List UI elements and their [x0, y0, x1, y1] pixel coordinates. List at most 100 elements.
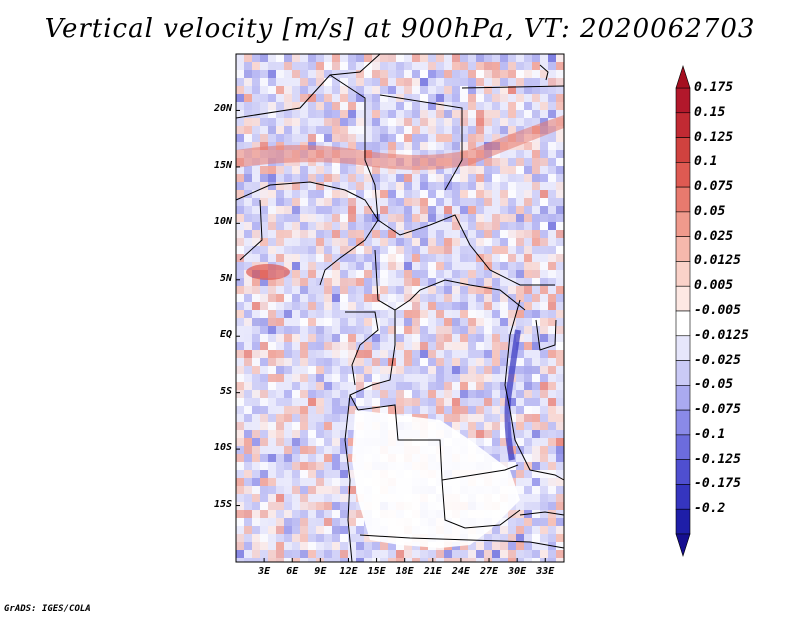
field-cell [420, 174, 428, 182]
field-cell [276, 382, 284, 390]
field-cell [332, 390, 340, 398]
field-cell [412, 110, 420, 118]
field-cell [556, 302, 564, 310]
field-cell [508, 126, 516, 134]
field-cell [548, 486, 556, 494]
field-cell [428, 366, 436, 374]
field-cell [388, 70, 396, 78]
field-cell [412, 294, 420, 302]
field-cell [324, 190, 332, 198]
field-cell [372, 126, 380, 134]
field-cell [252, 422, 260, 430]
field-cell [484, 214, 492, 222]
field-cell [372, 118, 380, 126]
field-cell [444, 190, 452, 198]
field-cell [508, 318, 516, 326]
field-cell [500, 342, 508, 350]
field-cell [260, 382, 268, 390]
field-cell [324, 102, 332, 110]
field-cell [340, 550, 348, 558]
field-cell [268, 318, 276, 326]
field-cell [300, 558, 308, 562]
field-cell [524, 230, 532, 238]
field-cell [324, 134, 332, 142]
field-cell [388, 190, 396, 198]
field-cell [260, 278, 268, 286]
field-cell [556, 454, 564, 462]
field-cell [252, 374, 260, 382]
field-cell [364, 534, 372, 542]
field-cell [308, 318, 316, 326]
field-cell [556, 478, 564, 486]
field-cell [556, 446, 564, 454]
field-cell [284, 462, 292, 470]
field-cell [500, 358, 508, 366]
field-cell [452, 262, 460, 270]
field-cell [356, 262, 364, 270]
field-cell [380, 246, 388, 254]
field-cell [500, 182, 508, 190]
field-cell [444, 174, 452, 182]
field-cell [332, 278, 340, 286]
field-cell [260, 246, 268, 254]
field-cell [348, 326, 356, 334]
field-cell [260, 390, 268, 398]
field-cell [244, 70, 252, 78]
field-cell [500, 414, 508, 422]
field-cell [508, 86, 516, 94]
field-cell [508, 398, 516, 406]
field-cell [372, 166, 380, 174]
field-cell [316, 430, 324, 438]
field-cell [276, 206, 284, 214]
field-cell [444, 198, 452, 206]
field-cell [516, 558, 524, 562]
field-cell [428, 246, 436, 254]
field-cell [396, 166, 404, 174]
field-cell [292, 182, 300, 190]
field-cell [284, 206, 292, 214]
field-cell [420, 414, 428, 422]
field-cell [372, 86, 380, 94]
field-cell [252, 70, 260, 78]
field-cell [532, 214, 540, 222]
field-cell [540, 174, 548, 182]
field-cell [324, 550, 332, 558]
field-cell [340, 62, 348, 70]
field-cell [348, 414, 356, 422]
field-cell [428, 334, 436, 342]
field-cell [460, 430, 468, 438]
field-cell [484, 422, 492, 430]
field-cell [324, 414, 332, 422]
field-cell [516, 422, 524, 430]
field-cell [308, 246, 316, 254]
field-cell [252, 342, 260, 350]
field-cell [284, 78, 292, 86]
field-cell [244, 350, 252, 358]
field-cell [452, 334, 460, 342]
field-cell [372, 326, 380, 334]
field-cell [380, 398, 388, 406]
field-cell [468, 374, 476, 382]
field-cell [388, 366, 396, 374]
field-cell [556, 270, 564, 278]
field-cell [484, 54, 492, 62]
field-cell [548, 462, 556, 470]
field-cell [444, 398, 452, 406]
field-cell [524, 158, 532, 166]
field-cell [476, 558, 484, 562]
field-cell [340, 398, 348, 406]
field-cell [348, 94, 356, 102]
field-cell [260, 62, 268, 70]
field-cell [516, 406, 524, 414]
field-cell [308, 502, 316, 510]
field-cell [412, 406, 420, 414]
field-cell [460, 222, 468, 230]
field-cell [364, 118, 372, 126]
field-cell [388, 358, 396, 366]
field-cell [492, 438, 500, 446]
field-cell [300, 518, 308, 526]
field-cell [244, 126, 252, 134]
field-cell [468, 86, 476, 94]
field-cell [404, 558, 412, 562]
field-cell [556, 374, 564, 382]
